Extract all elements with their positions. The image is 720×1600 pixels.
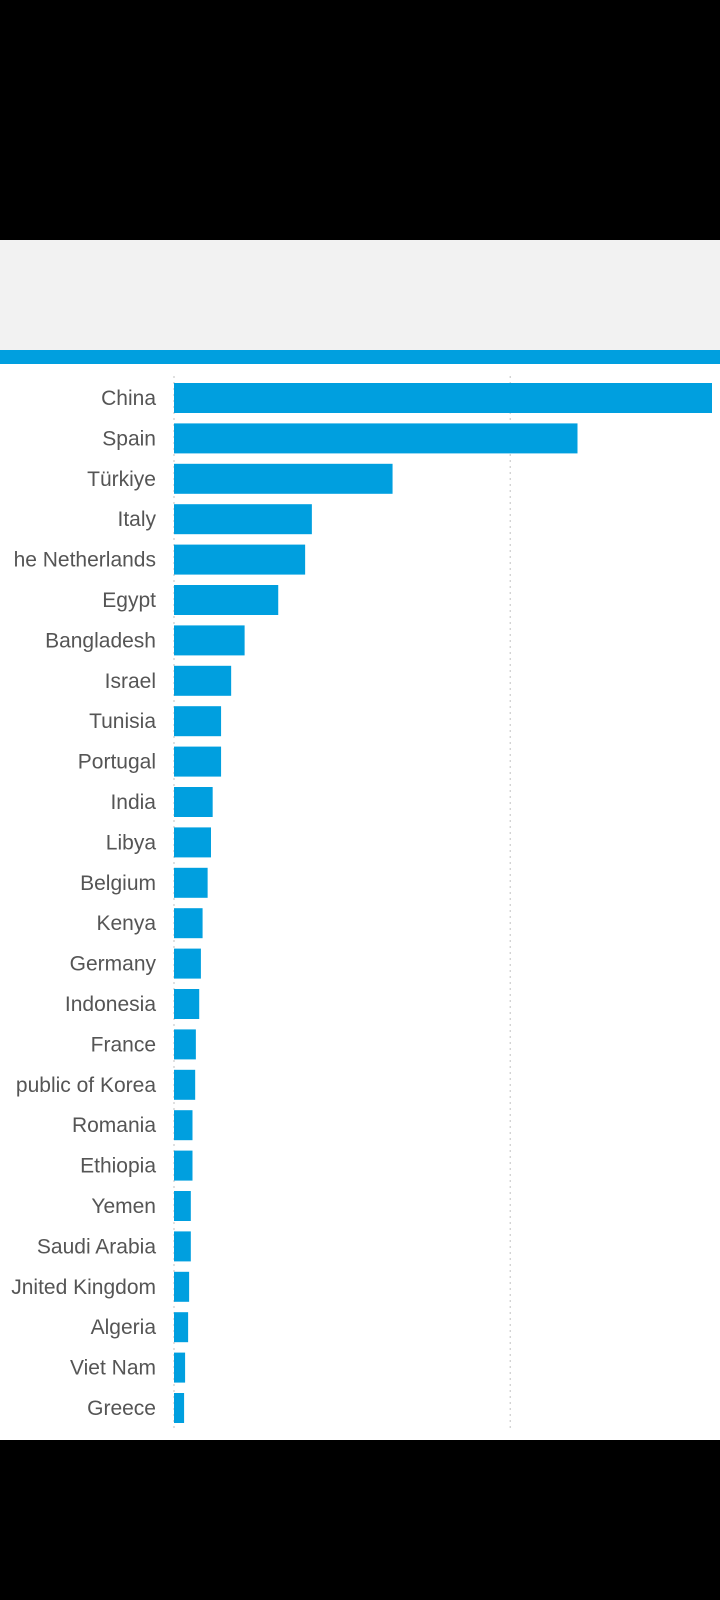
bar — [174, 867, 208, 898]
category-label: Israel — [105, 670, 156, 693]
category-label: Viet Nam — [70, 1357, 156, 1380]
top-letterbox — [0, 0, 720, 240]
bar — [174, 787, 213, 817]
category-label: Belgium — [80, 872, 156, 895]
bar — [174, 746, 222, 777]
category-label: Tunisia — [89, 710, 156, 733]
bar — [174, 665, 232, 696]
chart-page: China Spain Türkiye Italy he Netherlands Egyp… — [0, 240, 720, 1440]
bar — [174, 463, 393, 494]
bar — [174, 1069, 196, 1100]
bar-chart: China Spain Türkiye Italy he Netherlands Egyp… — [11, 376, 712, 1431]
bar — [174, 1352, 186, 1383]
bottom-letterbox — [0, 1440, 720, 1600]
category-label: Algeria — [91, 1316, 157, 1339]
category-label: Romania — [72, 1114, 156, 1137]
category-label: Indonesia — [65, 993, 156, 1016]
category-label: Spain — [102, 427, 156, 450]
category-label: Bangladesh — [45, 629, 156, 652]
bar — [174, 1150, 193, 1181]
bar — [174, 544, 306, 575]
bar — [174, 948, 201, 979]
category-label: Italy — [117, 508, 156, 531]
bar — [174, 908, 203, 939]
category-label: Germany — [70, 953, 157, 976]
bar — [174, 1312, 189, 1343]
bar — [174, 1191, 191, 1221]
bar — [174, 1231, 191, 1262]
bar — [174, 827, 211, 858]
category-label: Kenya — [96, 912, 156, 935]
bar — [174, 1029, 196, 1060]
bar — [174, 504, 312, 535]
bar — [174, 1393, 185, 1423]
category-label: Saudi Arabia — [37, 1235, 156, 1258]
header-band — [0, 240, 720, 350]
category-label: China — [101, 387, 156, 410]
bar — [174, 383, 712, 413]
category-label: Jnited Kingdom — [11, 1276, 156, 1299]
category-label: he Netherlands — [14, 549, 156, 572]
bar — [174, 585, 279, 615]
category-label: Libya — [106, 831, 157, 854]
accent-rule — [0, 350, 720, 364]
category-label: India — [110, 791, 156, 814]
category-label: Yemen — [91, 1195, 156, 1218]
bar — [174, 423, 578, 454]
category-label: Egypt — [102, 589, 156, 612]
bar — [174, 625, 245, 656]
bar — [174, 1271, 190, 1302]
category-label: Türkiye — [87, 468, 156, 491]
bar — [174, 989, 200, 1019]
category-label: Ethiopia — [80, 1155, 156, 1178]
category-label: Portugal — [78, 751, 156, 774]
bar — [174, 706, 222, 737]
bar — [174, 1110, 193, 1141]
category-label: public of Korea — [16, 1074, 156, 1097]
category-label: France — [91, 1033, 156, 1056]
category-label: Greece — [87, 1397, 156, 1420]
